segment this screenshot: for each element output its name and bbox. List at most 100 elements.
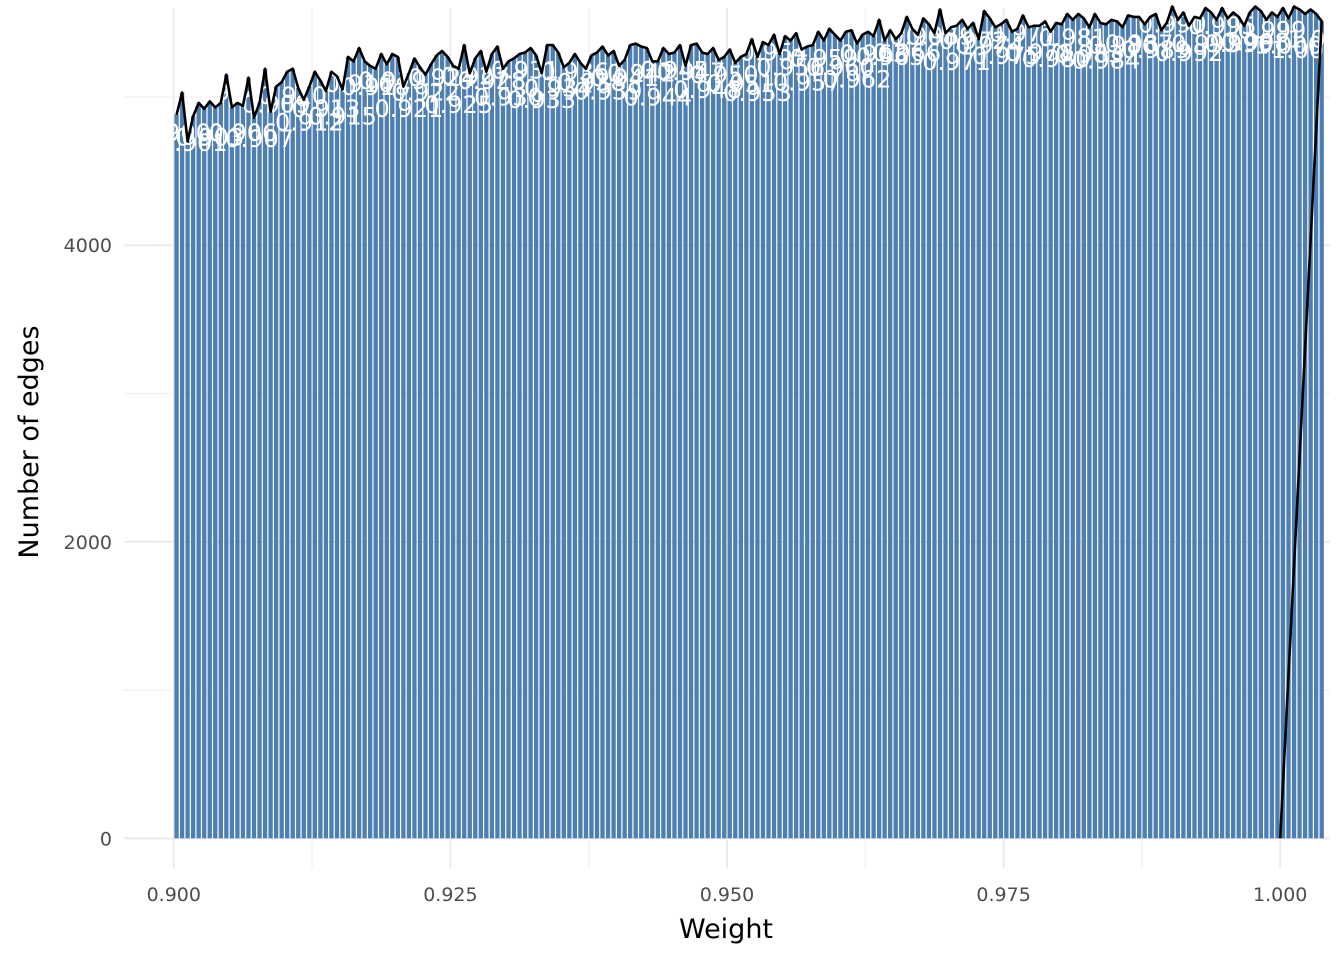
bar-value-label: 0.963 [839,40,908,68]
histogram-bar [849,30,854,839]
bar-value-label: 1.000 [1254,31,1323,59]
x-tick-label: 0.925 [423,884,477,906]
x-tick-label: 1.000 [1253,884,1307,906]
histogram-bar [445,56,450,839]
histogram-bar [1280,8,1286,839]
histogram-bar [423,74,428,839]
histogram-bar [1286,18,1291,839]
histogram-bar [1302,13,1308,839]
histogram-bar [268,111,273,839]
histogram-bar [1042,21,1048,839]
histogram-bar [1125,15,1131,839]
histogram-bar [174,114,179,839]
bar-value-label: 0.934 [524,74,593,102]
bar-value-label: 0.992 [1155,39,1224,67]
histogram-bar [224,74,229,839]
bar-value-label: 0.939 [574,77,643,105]
histogram-bar [832,34,838,839]
bar-value-label: 0.986 [1088,31,1157,59]
bar-value-label: 0.925 [424,91,493,119]
histogram-bar [838,40,843,839]
histogram-bar [793,33,799,839]
histogram-bar [639,46,644,839]
histogram-bar [1247,12,1252,839]
histogram-bar [196,102,201,839]
bar-value-label: 0.919 [358,67,427,95]
bar-value-label: 0.918 [341,73,410,101]
histogram-bar [1181,12,1186,839]
histogram-bar [1219,8,1225,839]
histogram-bar [865,31,871,839]
histogram-bar [218,102,223,839]
histogram-bar [279,82,284,839]
histogram-bar [854,43,860,839]
histogram-bar [932,33,937,839]
bar-value-label: 0.900 [142,119,211,147]
histogram-bar [705,53,710,839]
histogram-bar [1175,19,1181,839]
bar-value-label: 0.901 [159,129,228,157]
histogram-bar [329,71,334,839]
bar-labels-layer: 0.9000.9010.9030.9040.9060.9070.9090.910… [142,11,1344,158]
histogram-bar [1037,25,1042,839]
histogram-bar [622,59,627,839]
histogram-bar [1297,9,1302,839]
histogram-bar [1015,28,1020,839]
x-tick-label: 0.950 [700,884,754,906]
histogram-bar [384,64,389,839]
bar-value-label: 0.950 [690,61,759,89]
histogram-bar [1136,16,1142,839]
histogram-bar [450,65,456,839]
histogram-bar [578,62,583,839]
histogram-bar [522,52,528,839]
histogram-bar [556,52,561,839]
histogram-bar [1109,19,1114,839]
bar-value-label: 0.948 [673,76,742,104]
histogram-bar [323,91,329,839]
histogram-bar [771,34,777,839]
histogram-bar [655,61,661,839]
bar-value-label: 0.999 [1238,16,1307,44]
histogram-bar [1308,9,1313,839]
histogram-bar [716,59,721,839]
bar-value-label: 0.966 [872,39,941,67]
bar-value-label: 0.998 [1221,29,1290,57]
histogram-bar [821,40,826,839]
histogram-bar [805,46,810,839]
histogram-bar [1192,16,1197,839]
histogram-bar [711,48,716,839]
histogram-bar [262,68,268,839]
histogram-bar [954,25,959,839]
histogram-bar [777,53,782,839]
histogram-bar [478,51,483,839]
histogram-bar [1076,13,1081,839]
bar-value-label: 0.960 [806,54,875,82]
histogram-bar [1031,25,1037,839]
bar-value-label: 0.947 [657,58,726,86]
histogram-bar [550,45,555,839]
bar-value-label: 0.938 [557,68,626,96]
histogram-bar [1275,16,1280,839]
histogram-bar [650,61,655,839]
histogram-bar [273,86,279,839]
histogram-bar [876,19,882,839]
bar-value-label: 0.906 [209,119,278,147]
histogram-bar [533,55,539,839]
histogram-bar [285,71,290,839]
histogram-bar [373,68,378,839]
bar-value-label: 0.965 [856,43,925,71]
histogram-bar [290,68,295,839]
histogram-bar [412,58,417,839]
bar-value-label: 0.927 [441,62,510,90]
histogram-bar [528,48,533,839]
histogram-bar [1103,24,1109,839]
histogram-bar [539,73,544,839]
histogram-bar [976,39,981,839]
histogram-bar [351,61,356,839]
histogram-bar [356,48,362,839]
bar-value-label: 0.951 [706,70,775,98]
histogram-bar [937,9,943,839]
histogram-bar [1009,31,1015,839]
histogram-bar [871,36,876,839]
histogram-bar [1242,25,1247,839]
